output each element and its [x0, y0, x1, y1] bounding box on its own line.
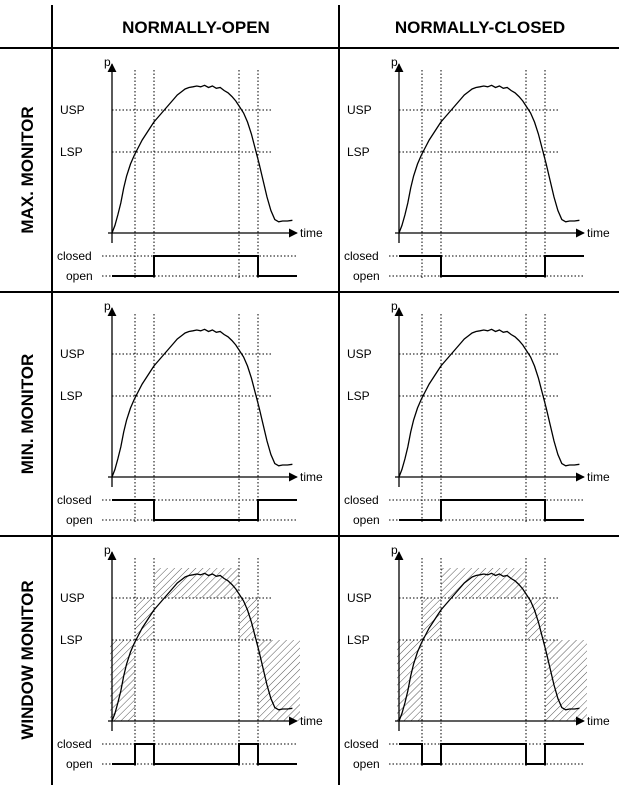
hatch-area-right-mid [526, 598, 545, 640]
row-label-min-monitor: MIN. MONITOR [18, 354, 37, 475]
open-label: open [66, 513, 93, 527]
row-label-max-monitor: MAX. MONITOR [18, 106, 37, 233]
pressure-axis-label: p [391, 299, 398, 313]
lsp-label: LSP [60, 145, 83, 159]
hatch-area-right-low [545, 640, 587, 721]
column-header-normally-closed: NORMALLY-CLOSED [395, 18, 565, 37]
pressure-axis-label: p [391, 55, 398, 69]
open-label: open [353, 269, 380, 283]
pressure-axis-label: p [104, 543, 111, 557]
pressure-curve [111, 572, 293, 722]
diagram-cell-normally-open-max: p time USP LSP closed open [57, 55, 323, 283]
usp-label: USP [347, 347, 372, 361]
closed-label: closed [57, 249, 92, 263]
time-axis-label: time [587, 714, 610, 728]
diagram-cell-normally-open-min: p time USP LSP closed open [57, 299, 323, 527]
hatch-area-left-mid [422, 598, 441, 640]
lsp-label: LSP [347, 389, 370, 403]
closed-label: closed [344, 737, 379, 751]
closed-label: closed [344, 249, 379, 263]
hatch-area-right-mid [239, 598, 258, 640]
lsp-label: LSP [60, 389, 83, 403]
lsp-label: LSP [347, 633, 370, 647]
usp-label: USP [60, 347, 85, 361]
table-grid [0, 5, 619, 785]
open-label: open [353, 513, 380, 527]
time-axis-label: time [300, 714, 323, 728]
hatch-area-right-low [258, 640, 300, 721]
switch-state-line [399, 255, 584, 277]
pressure-axis-label: p [104, 55, 111, 69]
time-axis-label: time [300, 470, 323, 484]
open-label: open [353, 757, 380, 771]
column-header-normally-open: NORMALLY-OPEN [122, 18, 270, 37]
usp-label: USP [347, 103, 372, 117]
pressure-curve [398, 572, 580, 722]
diagram-cell-normally-closed-max: p time USP LSP closed open [344, 55, 610, 283]
pressure-curve [398, 328, 580, 478]
pressure-curve [111, 328, 293, 478]
switch-state-line [112, 255, 297, 277]
closed-label: closed [57, 493, 92, 507]
switch-state-line [399, 499, 584, 521]
closed-label: closed [57, 737, 92, 751]
open-label: open [66, 757, 93, 771]
usp-label: USP [60, 103, 85, 117]
lsp-label: LSP [347, 145, 370, 159]
switch-state-line [399, 743, 584, 765]
switch-state-line [112, 499, 297, 521]
switch-state-line [112, 743, 297, 765]
open-label: open [66, 269, 93, 283]
usp-label: USP [347, 591, 372, 605]
hatch-area-top [441, 568, 526, 598]
closed-label: closed [344, 493, 379, 507]
time-axis-label: time [587, 470, 610, 484]
diagram-cell-normally-closed-min: p time USP LSP closed open [344, 299, 610, 527]
pressure-axis-label: p [391, 543, 398, 557]
usp-label: USP [60, 591, 85, 605]
pressure-curve [398, 84, 580, 234]
row-label-window-monitor: WINDOW MONITOR [18, 580, 37, 739]
hatch-area-top [154, 568, 239, 598]
diagram-cells: p time USP LSP closed open p time USP LSP closed op… [57, 55, 610, 771]
pressure-curve [111, 84, 293, 234]
lsp-label: LSP [60, 633, 83, 647]
time-axis-label: time [587, 226, 610, 240]
hatch-area-left-mid [135, 598, 154, 640]
diagram-cell-normally-open-window: p time USP LSP closed open [57, 543, 323, 771]
pressure-axis-label: p [104, 299, 111, 313]
diagram-cell-normally-closed-window: p time USP LSP closed open [344, 543, 610, 771]
time-axis-label: time [300, 226, 323, 240]
